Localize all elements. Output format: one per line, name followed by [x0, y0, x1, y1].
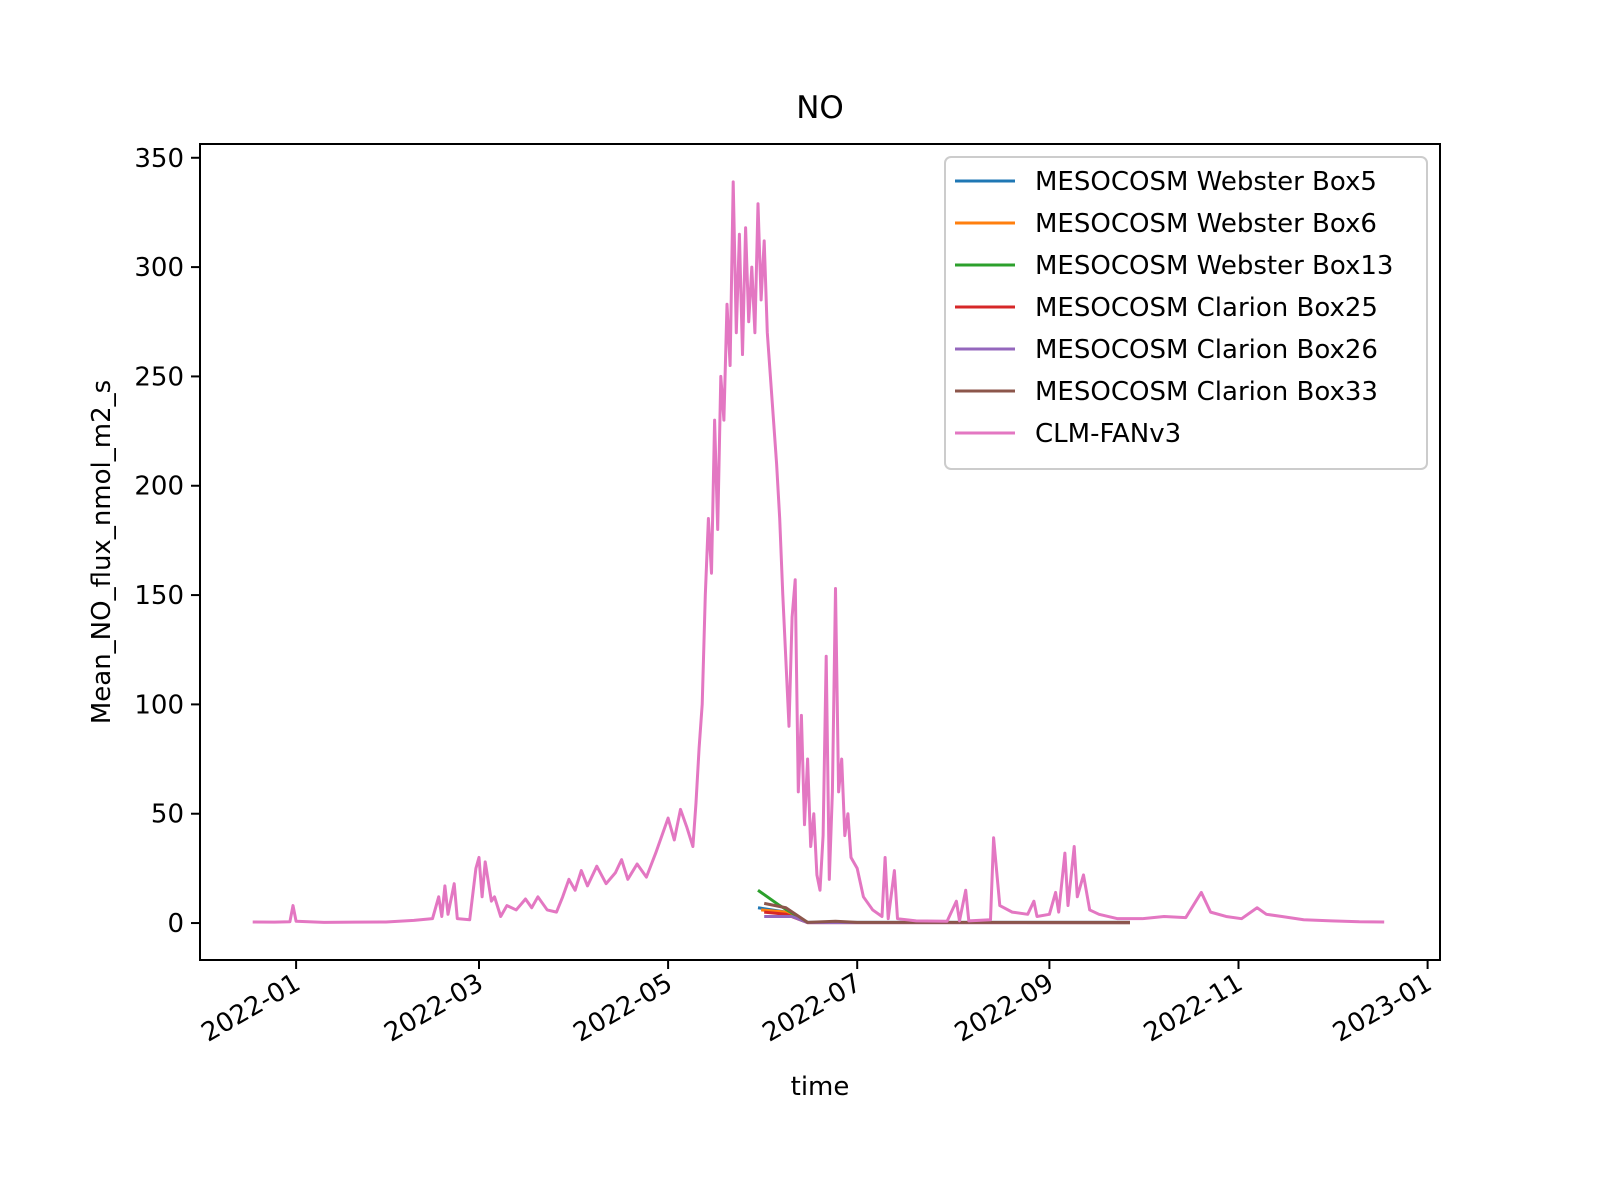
y-tick-label: 350 [134, 144, 184, 174]
y-tick-label: 300 [134, 253, 184, 283]
legend-label: MESOCOSM Clarion Box26 [1035, 335, 1378, 365]
plot-frame [199, 143, 1441, 961]
legend-label: MESOCOSM Webster Box6 [1035, 209, 1377, 239]
legend-label: CLM-FANv3 [1035, 419, 1181, 449]
legend-box [944, 156, 1428, 470]
y-tick-label: 200 [134, 472, 184, 502]
y-axis-label: Mean_NO_flux_nmol_m2_s [87, 380, 117, 724]
legend-label: MESOCOSM Webster Box5 [1035, 167, 1377, 197]
legend-label: MESOCOSM Webster Box13 [1035, 251, 1393, 281]
legend-label: MESOCOSM Clarion Box25 [1035, 293, 1378, 323]
y-tick-label: 0 [167, 909, 184, 939]
chart-title: NO [796, 90, 844, 126]
series-line [763, 901, 1130, 924]
y-tick-label: 250 [134, 362, 184, 392]
series-line [252, 180, 1385, 924]
x-axis-label: time [791, 1072, 850, 1102]
y-tick-label: 50 [151, 800, 184, 830]
legend-label: MESOCOSM Clarion Box33 [1035, 377, 1378, 407]
y-tick-label: 150 [134, 581, 184, 611]
y-tick-label: 100 [134, 690, 184, 720]
